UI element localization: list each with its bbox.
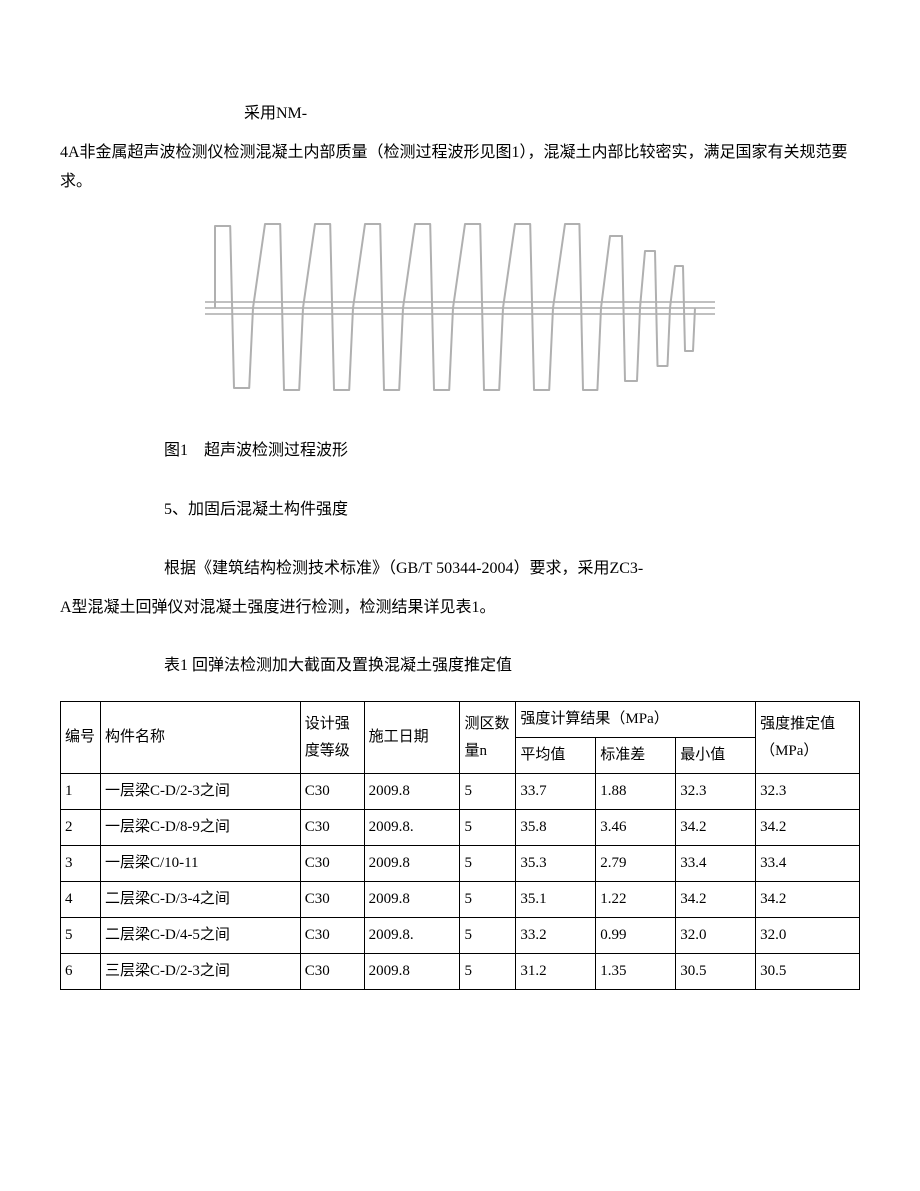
th-grade: 设计强度等级 (300, 702, 364, 774)
results-table: 编号 构件名称 设计强度等级 施工日期 测区数量n 强度计算结果（MPa） 强度… (60, 701, 860, 990)
para1-line1: 采用NM- (164, 105, 307, 122)
table-cell-n: 5 (460, 918, 516, 954)
para2-line2: A型混凝土回弹仪对混凝土强度进行检测，检测结果详见表1。 (60, 599, 496, 616)
th-est: 强度推定值（MPa） (756, 702, 860, 774)
table-cell-avg: 33.2 (516, 918, 596, 954)
paragraph-intro-cont: 4A非金属超声波检测仪检测混凝土内部质量（检测过程波形见图1），混凝土内部比较密… (60, 139, 860, 197)
table-cell-grade: C30 (300, 954, 364, 990)
table-cell-est: 34.2 (756, 810, 860, 846)
th-std: 标准差 (596, 738, 676, 774)
th-name: 构件名称 (100, 702, 300, 774)
table-row: 1一层梁C-D/2-3之间C302009.8533.71.8832.332.3 (61, 774, 860, 810)
para2-line1: 根据《建筑结构检测技术标准》（GB/T 50344-2004）要求，采用ZC3- (164, 560, 643, 577)
table-header: 编号 构件名称 设计强度等级 施工日期 测区数量n 强度计算结果（MPa） 强度… (61, 702, 860, 774)
para1-line2: 4A非金属超声波检测仪检测混凝土内部质量（检测过程波形见图1），混凝土内部比较密… (60, 144, 848, 190)
table-row: 4二层梁C-D/3-4之间C302009.8535.11.2234.234.2 (61, 882, 860, 918)
table-cell-name: 三层梁C-D/2-3之间 (100, 954, 300, 990)
paragraph-2: 根据《建筑结构检测技术标准》（GB/T 50344-2004）要求，采用ZC3- (60, 555, 860, 584)
table-cell-date: 2009.8 (364, 846, 460, 882)
table-cell-date: 2009.8. (364, 918, 460, 954)
table-cell-avg: 33.7 (516, 774, 596, 810)
table-cell-est: 34.2 (756, 882, 860, 918)
table-cell-date: 2009.8 (364, 774, 460, 810)
table-cell-n: 5 (460, 810, 516, 846)
table-cell-avg: 35.8 (516, 810, 596, 846)
table-cell-std: 0.99 (596, 918, 676, 954)
table-cell-std: 1.35 (596, 954, 676, 990)
table-cell-num: 6 (61, 954, 101, 990)
th-n: 测区数量n (460, 702, 516, 774)
table-cell-std: 2.79 (596, 846, 676, 882)
waveform-figure (205, 216, 715, 407)
table-cell-std: 1.22 (596, 882, 676, 918)
table-cell-min: 34.2 (676, 882, 756, 918)
th-num: 编号 (61, 702, 101, 774)
table-cell-n: 5 (460, 882, 516, 918)
table-cell-grade: C30 (300, 882, 364, 918)
table-cell-min: 33.4 (676, 846, 756, 882)
table-cell-num: 2 (61, 810, 101, 846)
table-cell-est: 32.3 (756, 774, 860, 810)
table-cell-num: 4 (61, 882, 101, 918)
table-cell-est: 30.5 (756, 954, 860, 990)
th-avg: 平均值 (516, 738, 596, 774)
table-cell-name: 一层梁C-D/2-3之间 (100, 774, 300, 810)
th-min: 最小值 (676, 738, 756, 774)
table-cell-num: 5 (61, 918, 101, 954)
table-row: 6三层梁C-D/2-3之间C302009.8531.21.3530.530.5 (61, 954, 860, 990)
table-cell-est: 32.0 (756, 918, 860, 954)
table-row: 2一层梁C-D/8-9之间C302009.8.535.83.4634.234.2 (61, 810, 860, 846)
th-date: 施工日期 (364, 702, 460, 774)
table-caption: 表1 回弹法检测加大截面及置换混凝土强度推定值 (60, 652, 860, 681)
section-5-title: 5、加固后混凝土构件强度 (60, 496, 860, 525)
table-cell-n: 5 (460, 954, 516, 990)
table-cell-date: 2009.8. (364, 810, 460, 846)
table-cell-date: 2009.8 (364, 882, 460, 918)
table-cell-avg: 31.2 (516, 954, 596, 990)
paragraph-intro: 采用NM- (60, 100, 860, 129)
table-cell-avg: 35.1 (516, 882, 596, 918)
table-cell-min: 32.0 (676, 918, 756, 954)
table-cell-std: 3.46 (596, 810, 676, 846)
table-row: 3一层梁C/10-11C302009.8535.32.7933.433.4 (61, 846, 860, 882)
table-row: 5二层梁C-D/4-5之间C302009.8.533.20.9932.032.0 (61, 918, 860, 954)
table-cell-n: 5 (460, 774, 516, 810)
table-cell-name: 一层梁C-D/8-9之间 (100, 810, 300, 846)
table-cell-min: 32.3 (676, 774, 756, 810)
table-cell-min: 34.2 (676, 810, 756, 846)
table-cell-date: 2009.8 (364, 954, 460, 990)
table-cell-num: 1 (61, 774, 101, 810)
table-cell-name: 二层梁C-D/4-5之间 (100, 918, 300, 954)
waveform-svg (205, 216, 715, 396)
table-cell-num: 3 (61, 846, 101, 882)
table-cell-name: 二层梁C-D/3-4之间 (100, 882, 300, 918)
table-cell-name: 一层梁C/10-11 (100, 846, 300, 882)
table-cell-grade: C30 (300, 846, 364, 882)
table-cell-avg: 35.3 (516, 846, 596, 882)
table-cell-min: 30.5 (676, 954, 756, 990)
table-body: 1一层梁C-D/2-3之间C302009.8533.71.8832.332.32… (61, 774, 860, 990)
table-cell-n: 5 (460, 846, 516, 882)
table-cell-grade: C30 (300, 810, 364, 846)
table-cell-std: 1.88 (596, 774, 676, 810)
table-cell-grade: C30 (300, 774, 364, 810)
paragraph-2-cont: A型混凝土回弹仪对混凝土强度进行检测，检测结果详见表1。 (60, 594, 860, 623)
table-cell-grade: C30 (300, 918, 364, 954)
th-result-group: 强度计算结果（MPa） (516, 702, 756, 738)
table-cell-est: 33.4 (756, 846, 860, 882)
figure-caption: 图1 超声波检测过程波形 (60, 437, 860, 466)
